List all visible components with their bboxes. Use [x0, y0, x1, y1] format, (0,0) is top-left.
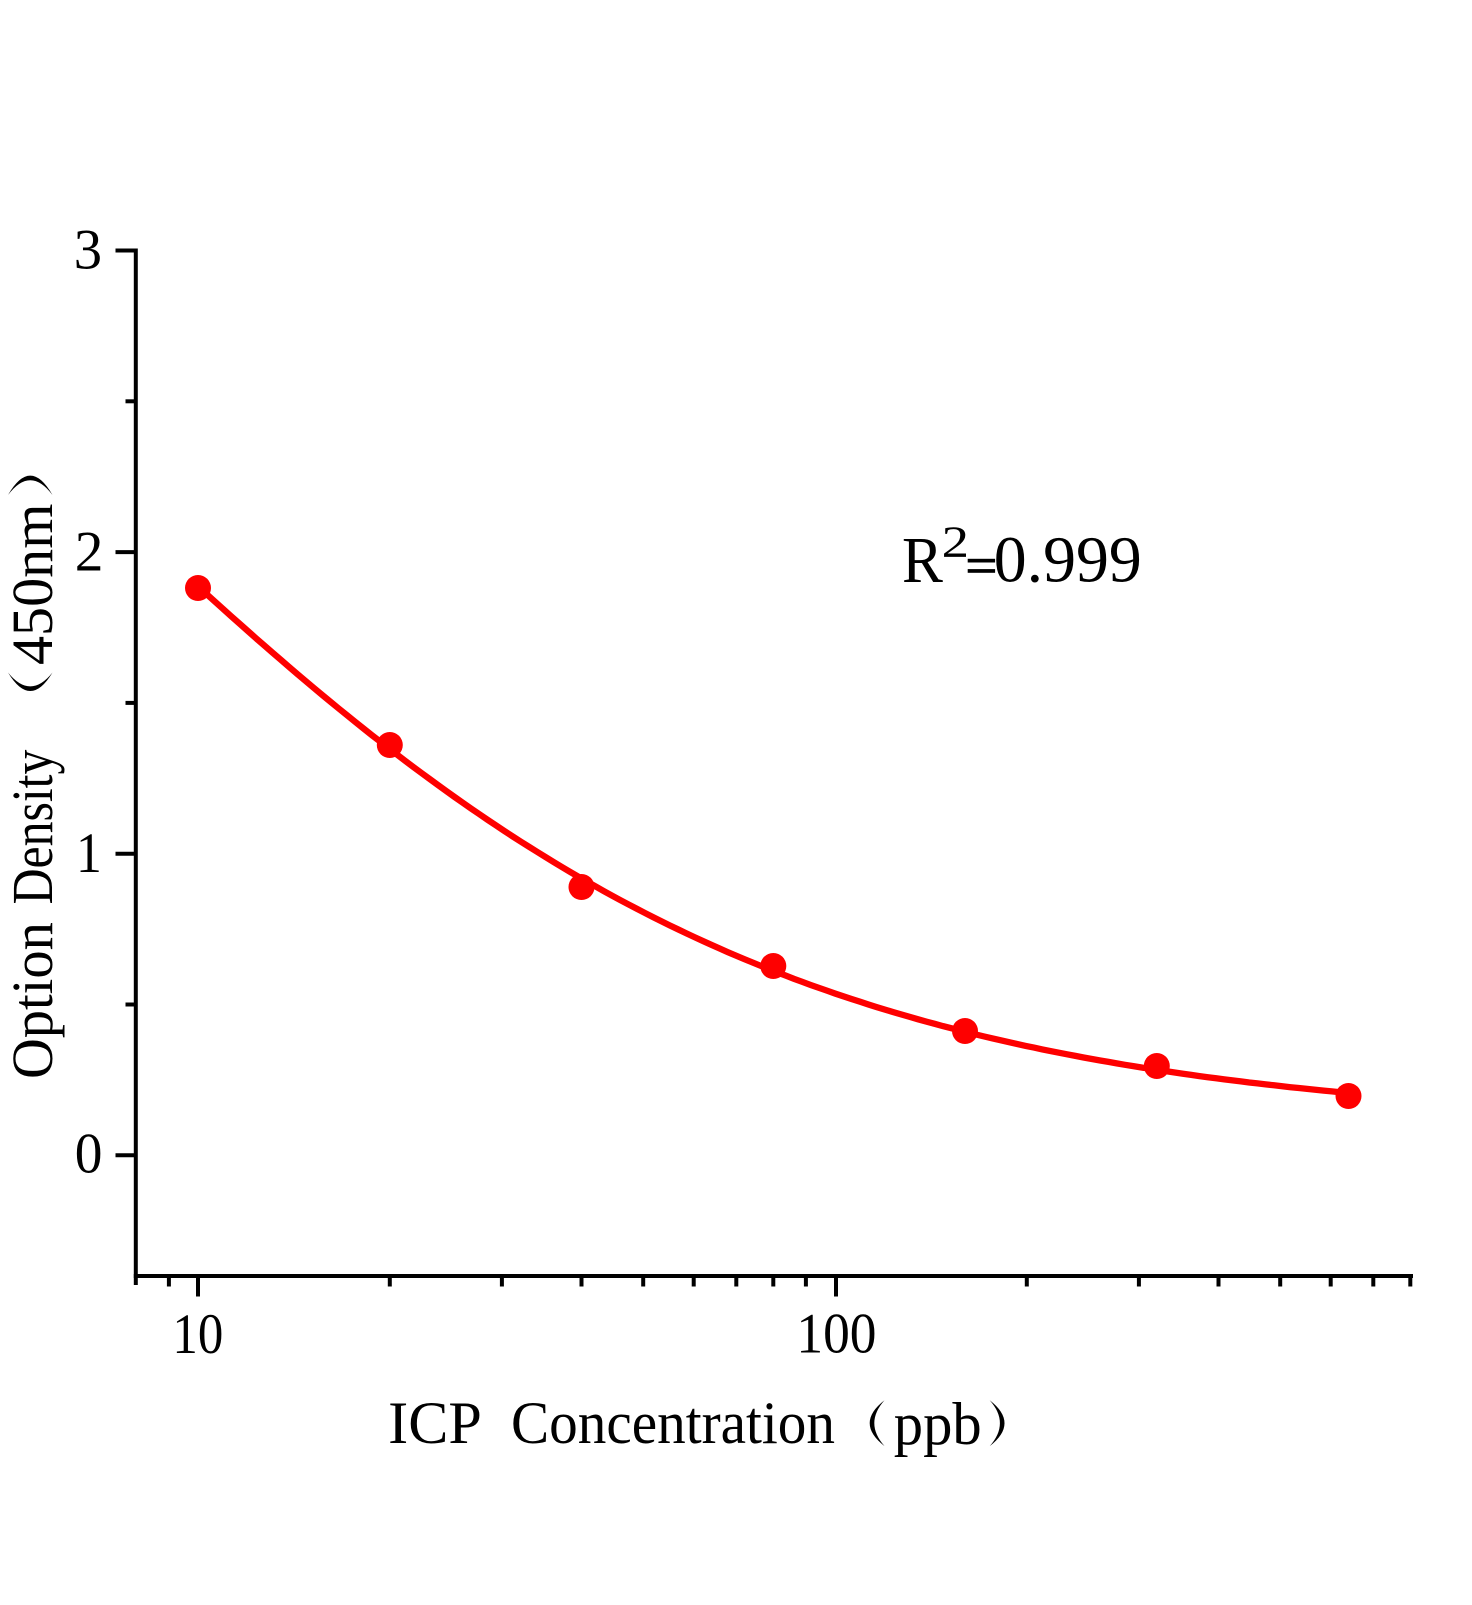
svg-text:1: 1 [76, 822, 102, 885]
svg-text:450nm: 450nm [0, 504, 65, 665]
svg-text:100: 100 [796, 1303, 876, 1366]
svg-text:R: R [902, 524, 943, 597]
svg-text:3: 3 [74, 218, 102, 281]
svg-text:2: 2 [942, 517, 969, 566]
svg-text:0.999: 0.999 [994, 524, 1142, 597]
svg-text:ICP: ICP [388, 1390, 482, 1456]
svg-text:ppb: ppb [894, 1391, 982, 1457]
svg-text:0: 0 [75, 1123, 103, 1186]
svg-text:2: 2 [75, 521, 104, 584]
svg-text:10: 10 [172, 1303, 223, 1366]
svg-text:Option: Option [0, 922, 65, 1079]
svg-text:Density: Density [0, 750, 65, 905]
svg-text:Concentration: Concentration [511, 1390, 835, 1456]
